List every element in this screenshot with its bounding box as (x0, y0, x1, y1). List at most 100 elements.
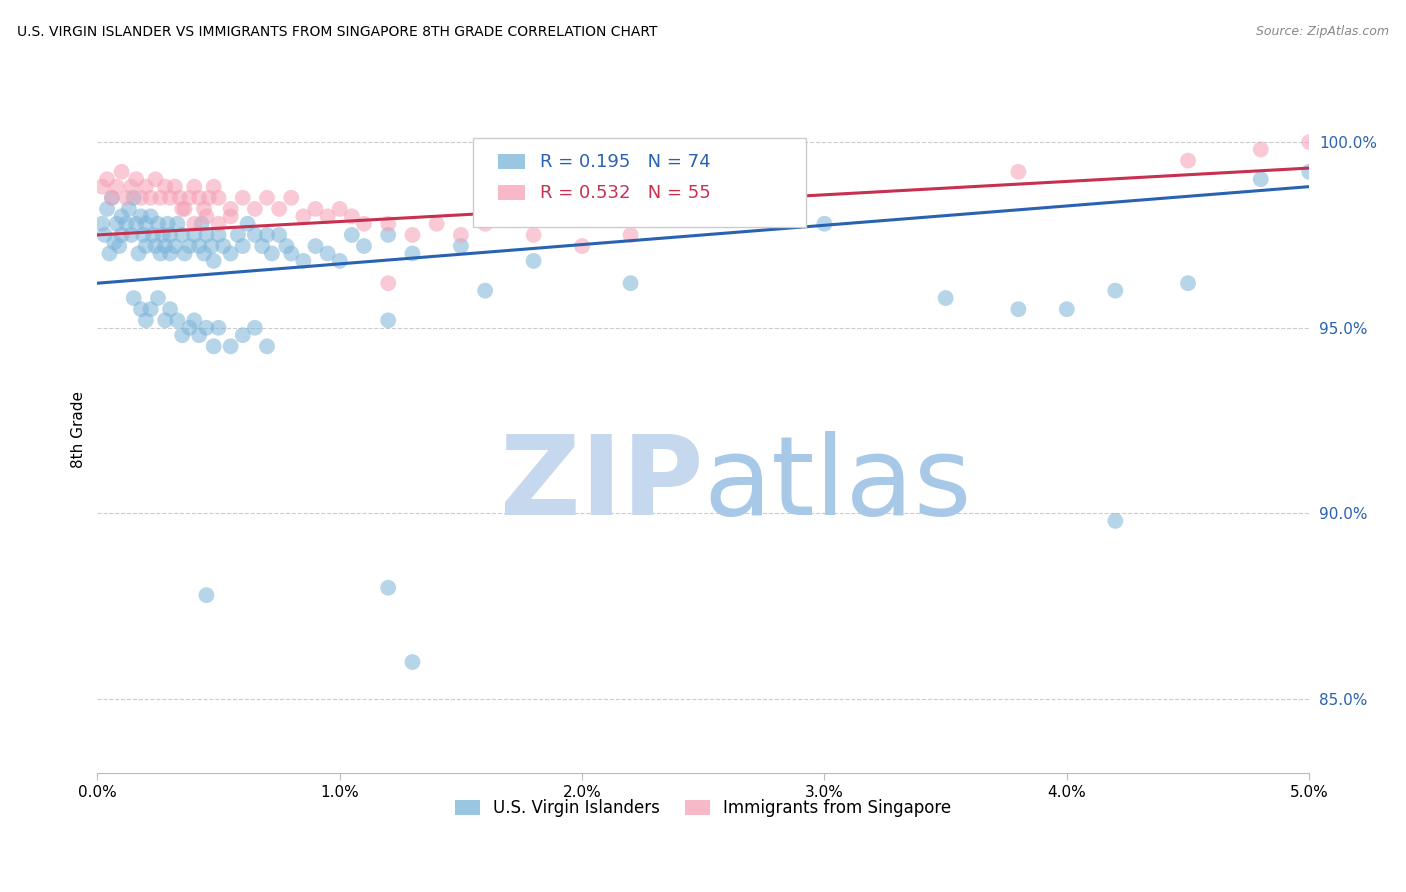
Point (96, 172, 118, 186)
Point (292, 210, 315, 224)
Point (173, 246, 195, 260)
Point (269, 202, 291, 216)
Point (115, 191, 138, 205)
Point (135, 179, 157, 194)
Point (243, 320, 266, 334)
Point (474, 284, 496, 298)
Point (426, 217, 449, 231)
Y-axis label: 8th Grade: 8th Grade (72, 392, 86, 468)
Point (122, 291, 145, 305)
Point (401, 246, 423, 260)
Text: Source: ZipAtlas.com: Source: ZipAtlas.com (1256, 25, 1389, 38)
Point (129, 191, 152, 205)
Point (163, 179, 186, 194)
Point (523, 254, 546, 268)
Point (145, 172, 167, 186)
Point (276, 239, 298, 253)
Point (450, 239, 472, 253)
Point (250, 239, 273, 253)
Point (619, 227, 641, 242)
FancyBboxPatch shape (499, 154, 524, 169)
Point (118, 202, 141, 216)
Point (145, 239, 167, 253)
Point (159, 191, 181, 205)
Point (110, 165, 132, 179)
Point (232, 191, 254, 205)
Point (142, 227, 165, 242)
Point (125, 217, 148, 231)
Point (377, 581, 399, 595)
Point (232, 328, 254, 343)
Point (207, 320, 229, 334)
Point (316, 246, 339, 260)
Point (523, 227, 546, 242)
Point (105, 179, 128, 194)
Point (183, 313, 205, 327)
Point (115, 217, 138, 231)
Point (173, 202, 195, 216)
Point (765, 202, 787, 216)
Point (1104, 514, 1126, 528)
Point (149, 246, 172, 260)
Point (353, 239, 375, 253)
Point (1177, 153, 1199, 168)
Point (269, 227, 291, 242)
Legend: U.S. Virgin Islanders, Immigrants from Singapore: U.S. Virgin Islanders, Immigrants from S… (449, 792, 959, 823)
Point (103, 235, 125, 250)
Point (207, 227, 229, 242)
Point (169, 191, 191, 205)
Point (256, 227, 278, 242)
Point (202, 179, 225, 194)
Point (135, 217, 157, 231)
Point (91, 179, 114, 194)
Point (401, 227, 423, 242)
Point (232, 239, 254, 253)
Point (188, 191, 211, 205)
Point (340, 210, 363, 224)
Point (1298, 135, 1320, 149)
Point (155, 239, 177, 253)
Point (202, 339, 225, 353)
Point (256, 339, 278, 353)
Point (129, 302, 152, 317)
Point (200, 239, 222, 253)
Point (195, 320, 218, 334)
Point (193, 246, 215, 260)
Point (155, 313, 177, 327)
Text: R = 0.532   N = 55: R = 0.532 N = 55 (540, 184, 710, 202)
Point (377, 217, 399, 231)
Point (183, 227, 205, 242)
Point (243, 202, 266, 216)
Point (195, 227, 218, 242)
Point (91, 217, 114, 231)
Point (236, 217, 259, 231)
Point (243, 227, 266, 242)
Point (450, 227, 472, 242)
Point (129, 210, 152, 224)
Point (135, 239, 157, 253)
Text: R = 0.195   N = 74: R = 0.195 N = 74 (540, 153, 710, 171)
Point (122, 191, 145, 205)
Point (202, 254, 225, 268)
Point (139, 302, 162, 317)
Point (207, 191, 229, 205)
Point (172, 227, 194, 242)
Point (139, 210, 162, 224)
Point (1298, 165, 1320, 179)
Point (304, 239, 326, 253)
Point (207, 217, 229, 231)
Point (1104, 284, 1126, 298)
Point (256, 191, 278, 205)
Point (179, 191, 201, 205)
Point (195, 588, 218, 602)
Point (101, 191, 124, 205)
Point (163, 239, 186, 253)
Point (340, 227, 363, 242)
Text: atlas: atlas (703, 432, 972, 539)
Point (619, 276, 641, 290)
Point (692, 210, 714, 224)
Point (166, 217, 188, 231)
Text: U.S. VIRGIN ISLANDER VS IMMIGRANTS FROM SINGAPORE 8TH GRADE CORRELATION CHART: U.S. VIRGIN ISLANDER VS IMMIGRANTS FROM … (17, 25, 658, 39)
Point (195, 210, 218, 224)
Point (401, 655, 423, 669)
